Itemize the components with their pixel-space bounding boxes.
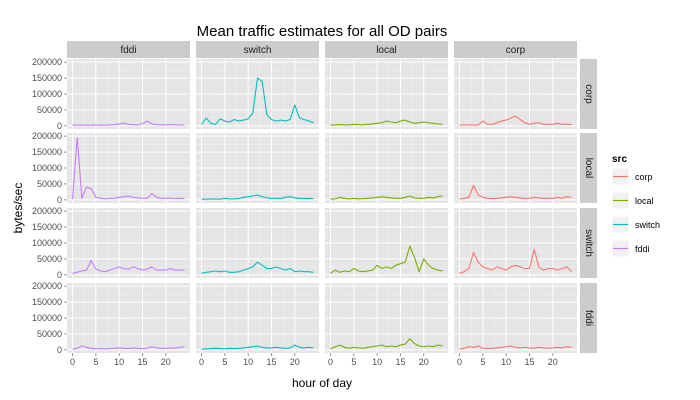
x-tick-label: 10 — [501, 357, 511, 367]
legend-label-switch: switch — [635, 220, 660, 230]
series-line-fddi — [72, 120, 185, 126]
y-tick-label: 150000 — [32, 222, 62, 232]
panel-local-switch — [196, 133, 319, 203]
y-tick-label: 200000 — [32, 206, 62, 216]
y-tick-label: 100000 — [32, 313, 62, 323]
x-tick-label: 15 — [524, 357, 534, 367]
x-tick-label: 0 — [70, 357, 75, 367]
x-tick-label: 5 — [480, 357, 485, 367]
x-tick-label: 10 — [114, 357, 124, 367]
x-axis-title: hour of day — [292, 376, 352, 390]
row-label-local: local — [583, 158, 594, 179]
x-tick-label: 20 — [548, 357, 558, 367]
y-tick-label: 200000 — [32, 281, 62, 291]
legend-label-local: local — [635, 196, 654, 206]
series-line-fddi — [72, 345, 185, 350]
y-tick-label: 0 — [57, 345, 62, 355]
y-tick-label: 100000 — [32, 238, 62, 248]
panel-switch-local — [325, 208, 448, 278]
row-label-switch: switch — [583, 229, 594, 257]
panel-fddi-switch — [196, 283, 319, 353]
facet-strip-switch — [196, 41, 319, 58]
x-tick-label: 5 — [351, 357, 356, 367]
x-tick-label: 5 — [93, 357, 98, 367]
panel-fddi-corp — [454, 283, 577, 353]
panel-fddi-fddi — [67, 283, 190, 353]
series-line-switch — [201, 77, 314, 125]
series-line-local — [330, 338, 443, 350]
facet-label-corp: corp — [506, 45, 526, 56]
series-line-corp — [459, 345, 572, 350]
legend-title: src — [612, 154, 627, 165]
x-tick-label: 5 — [222, 357, 227, 367]
facet-strip-corp — [454, 41, 577, 58]
panel-local-local — [325, 133, 448, 203]
y-tick-label: 50000 — [37, 105, 62, 115]
chart-title: Mean traffic estimates for all OD pairs — [197, 23, 448, 40]
panel-local-fddi — [67, 133, 190, 203]
panel-corp-local — [325, 59, 448, 129]
y-tick-label: 100000 — [32, 163, 62, 173]
x-tick-label: 15 — [395, 357, 405, 367]
y-tick-label: 50000 — [37, 254, 62, 264]
series-line-corp — [459, 184, 572, 200]
row-strip-fddi — [580, 283, 597, 353]
facet-label-fddi: fddi — [120, 45, 136, 56]
facet-label-switch: switch — [244, 45, 272, 56]
series-line-local — [330, 245, 443, 274]
row-strip-local — [580, 133, 597, 203]
y-tick-label: 50000 — [37, 179, 62, 189]
panel-switch-fddi — [67, 208, 190, 278]
row-strip-switch — [580, 208, 597, 278]
panel-corp-switch — [196, 59, 319, 129]
legend-label-corp: corp — [635, 172, 653, 182]
panel-fddi-local — [325, 283, 448, 353]
panel-switch-corp — [454, 208, 577, 278]
row-label-corp: corp — [583, 84, 594, 104]
series-line-local — [330, 195, 443, 200]
panels-layer: fddi switch local corp corp local switch fddi 0 5… — [32, 41, 597, 367]
legend-label-fddi: fddi — [635, 244, 650, 254]
y-tick-label: 0 — [57, 121, 62, 131]
series-line-fddi — [72, 259, 185, 274]
x-tick-label: 20 — [419, 357, 429, 367]
series-line-corp — [459, 115, 572, 126]
series-line-corp — [459, 248, 572, 274]
y-tick-label: 150000 — [32, 73, 62, 83]
x-tick-label: 10 — [372, 357, 382, 367]
y-tick-label: 100000 — [32, 89, 62, 99]
series-line-switch — [201, 194, 314, 200]
panel-switch-switch — [196, 208, 319, 278]
row-strip-corp — [580, 59, 597, 129]
facet-label-local: local — [376, 45, 397, 56]
x-tick-label: 20 — [161, 357, 171, 367]
y-tick-label: 150000 — [32, 297, 62, 307]
facet-strip-local — [325, 41, 448, 58]
y-tick-label: 200000 — [32, 57, 62, 67]
facet-strip-fddi — [67, 41, 190, 58]
y-tick-label: 200000 — [32, 131, 62, 141]
x-tick-label: 15 — [137, 357, 147, 367]
series-line-switch — [201, 261, 314, 274]
series-line-switch — [201, 344, 314, 350]
panel-corp-corp — [454, 59, 577, 129]
x-tick-label: 0 — [328, 357, 333, 367]
series-line-local — [330, 119, 443, 126]
x-tick-label: 0 — [457, 357, 462, 367]
x-tick-label: 10 — [243, 357, 253, 367]
x-tick-label: 0 — [199, 357, 204, 367]
y-axis-title: bytes/sec — [11, 183, 25, 234]
series-line-fddi — [71, 137, 185, 200]
panel-corp-fddi — [67, 59, 190, 129]
row-label-fddi: fddi — [583, 310, 594, 326]
y-tick-label: 50000 — [37, 329, 62, 339]
x-tick-label: 20 — [290, 357, 300, 367]
y-tick-label: 150000 — [32, 147, 62, 157]
y-tick-label: 0 — [57, 270, 62, 280]
y-tick-label: 0 — [57, 195, 62, 205]
panel-local-corp — [454, 133, 577, 203]
x-tick-label: 15 — [266, 357, 276, 367]
